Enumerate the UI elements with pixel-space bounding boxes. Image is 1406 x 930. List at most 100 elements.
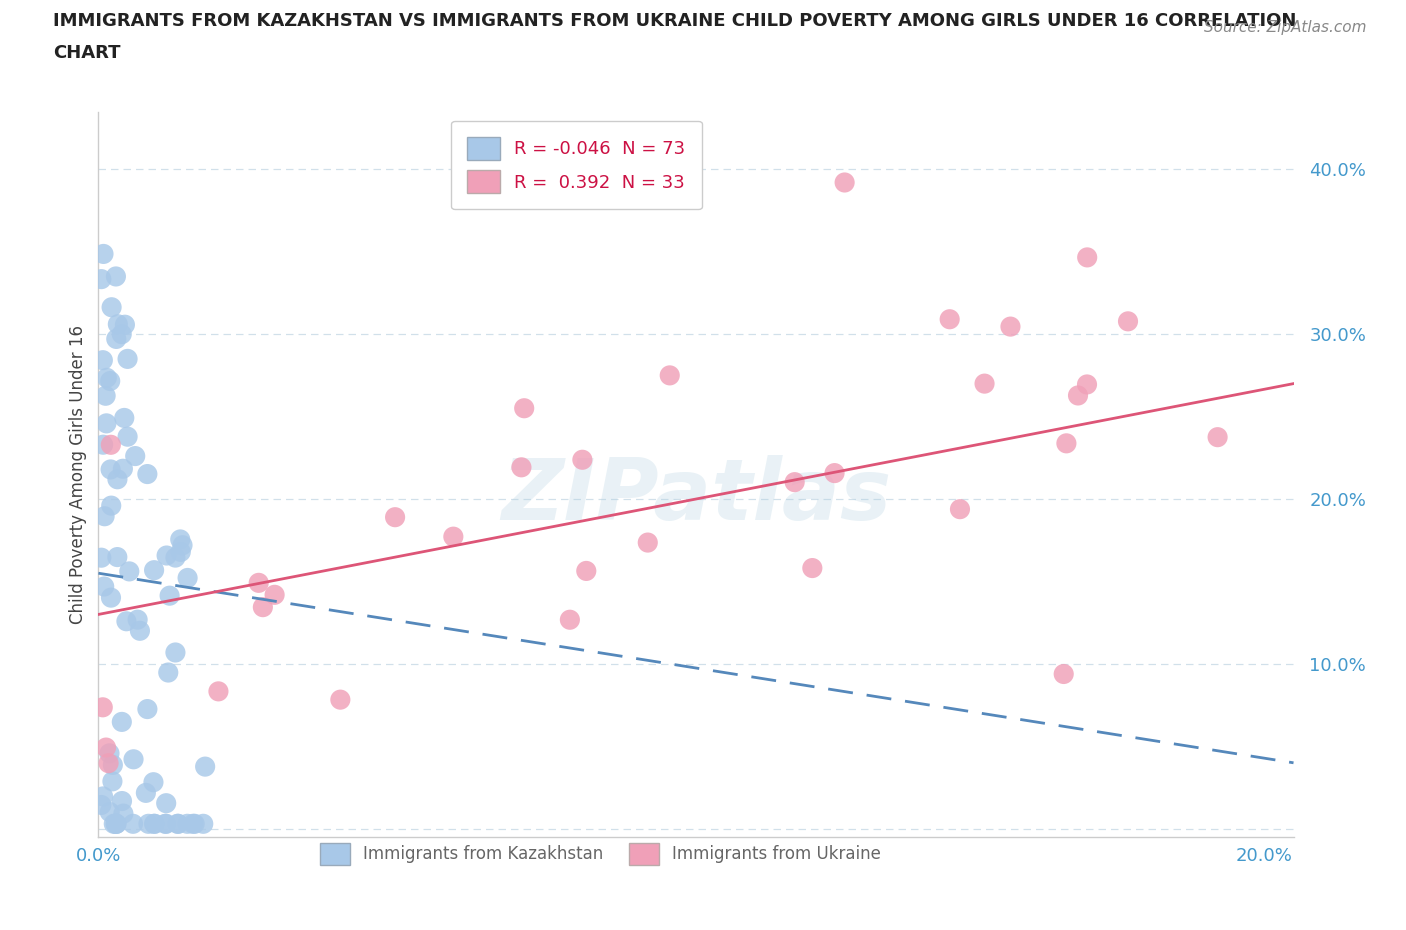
Point	[98, 804, 121, 819]
Point	[96, 416, 118, 431]
Point	[166, 817, 188, 831]
Point	[129, 623, 152, 638]
Point	[104, 817, 127, 831]
Point	[122, 751, 145, 766]
Point	[122, 817, 145, 831]
Point	[170, 544, 193, 559]
Text: CHART: CHART	[53, 44, 121, 61]
Point	[100, 591, 122, 605]
Point	[117, 430, 139, 445]
Point	[138, 817, 160, 831]
Point	[98, 746, 121, 761]
Point	[105, 817, 128, 831]
Point	[94, 389, 117, 404]
Point	[136, 701, 159, 716]
Point	[1116, 314, 1139, 329]
Point	[101, 758, 124, 773]
Point	[329, 692, 352, 707]
Point	[101, 774, 124, 789]
Point	[91, 789, 114, 804]
Point	[114, 317, 136, 332]
Point	[513, 401, 536, 416]
Point	[112, 410, 135, 425]
Point	[167, 817, 190, 831]
Point	[155, 548, 177, 563]
Point	[93, 579, 115, 594]
Point	[193, 817, 215, 831]
Point	[105, 550, 128, 565]
Point	[94, 740, 117, 755]
Point	[183, 817, 205, 831]
Point	[157, 665, 180, 680]
Text: ZIPatlas: ZIPatlas	[501, 455, 891, 538]
Point	[103, 817, 125, 831]
Point	[111, 326, 134, 341]
Point	[124, 448, 146, 463]
Point	[97, 756, 120, 771]
Point	[100, 299, 122, 314]
Point	[93, 246, 115, 261]
Point	[96, 370, 118, 385]
Point	[1076, 250, 1098, 265]
Point	[1067, 388, 1090, 403]
Legend: Immigrants from Kazakhstan, Immigrants from Ukraine: Immigrants from Kazakhstan, Immigrants f…	[307, 830, 894, 878]
Point	[1053, 667, 1076, 682]
Point	[155, 796, 177, 811]
Point	[181, 817, 204, 831]
Point	[658, 368, 681, 383]
Point	[783, 474, 806, 489]
Point	[824, 466, 846, 481]
Point	[155, 817, 177, 831]
Point	[107, 317, 129, 332]
Point	[135, 786, 157, 801]
Point	[111, 793, 134, 808]
Point	[111, 714, 134, 729]
Point	[172, 538, 194, 552]
Point	[136, 467, 159, 482]
Point	[117, 352, 139, 366]
Point	[207, 684, 229, 698]
Point	[100, 462, 122, 477]
Point	[801, 561, 824, 576]
Point	[159, 589, 181, 604]
Point	[637, 535, 659, 550]
Point	[194, 759, 217, 774]
Point	[100, 437, 122, 452]
Point	[111, 461, 134, 476]
Point	[115, 614, 138, 629]
Point	[90, 551, 112, 565]
Point	[263, 588, 285, 603]
Text: IMMIGRANTS FROM KAZAKHSTAN VS IMMIGRANTS FROM UKRAINE CHILD POVERTY AMONG GIRLS : IMMIGRANTS FROM KAZAKHSTAN VS IMMIGRANTS…	[53, 12, 1296, 30]
Point	[973, 376, 995, 391]
Point	[176, 570, 198, 585]
Point	[98, 374, 121, 389]
Point	[104, 269, 127, 284]
Point	[91, 352, 114, 367]
Point	[441, 529, 464, 544]
Point	[91, 700, 114, 715]
Point	[252, 600, 274, 615]
Point	[510, 459, 533, 474]
Point	[143, 817, 166, 831]
Point	[100, 498, 122, 513]
Point	[107, 472, 129, 486]
Point	[169, 532, 191, 547]
Point	[834, 175, 856, 190]
Point	[938, 312, 960, 326]
Point	[143, 817, 166, 831]
Point	[90, 798, 112, 813]
Point	[949, 501, 972, 516]
Point	[155, 817, 177, 831]
Point	[1206, 430, 1229, 445]
Point	[1076, 377, 1098, 392]
Point	[90, 272, 112, 286]
Point	[247, 576, 270, 591]
Point	[575, 564, 598, 578]
Point	[165, 551, 187, 565]
Point	[91, 437, 114, 452]
Point	[105, 817, 128, 831]
Point	[165, 645, 187, 660]
Point	[112, 806, 135, 821]
Point	[127, 612, 149, 627]
Point	[384, 510, 406, 525]
